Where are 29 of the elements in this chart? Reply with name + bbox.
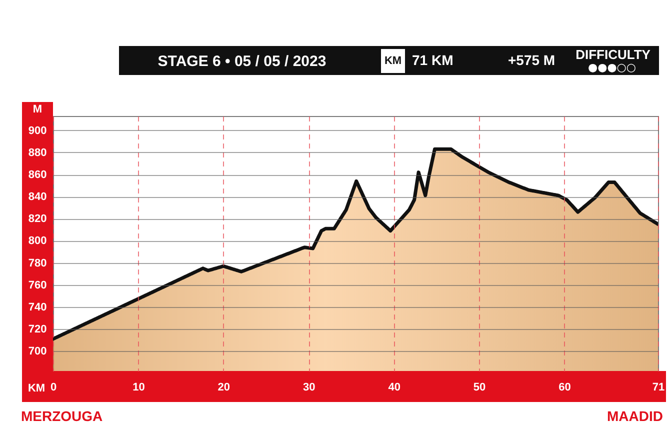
text: MERZOUGA: [21, 408, 103, 424]
x-tick-label: 60: [558, 382, 571, 394]
text: ●●●○○: [588, 61, 636, 74]
chart-title: STAGE 6 • 05 / 05 / 2023: [158, 53, 326, 70]
x-tick-label: 10: [132, 382, 145, 394]
y-tick-label: 900: [28, 124, 47, 137]
y-tick-label: 740: [28, 301, 47, 314]
y-axis-title: M: [32, 104, 42, 116]
y-tick-label: 780: [28, 257, 47, 270]
text: MAADID: [607, 408, 663, 424]
y-tick-label: 820: [28, 213, 47, 226]
x-tick-label: 40: [388, 382, 400, 394]
y-tick-label: 860: [28, 169, 47, 182]
x-tick-label: 0: [50, 382, 57, 394]
y-tick-label: 800: [28, 235, 47, 248]
text: 71 KM: [412, 52, 454, 68]
x-tick-label: 20: [218, 382, 230, 394]
x-tick-label: 50: [473, 382, 486, 394]
y-tick-label: 880: [28, 146, 47, 159]
x-tick-label: 71: [652, 382, 665, 394]
y-tick-label: 720: [28, 324, 47, 336]
y-tick-label: 700: [28, 346, 47, 358]
x-tick-label: 30: [303, 382, 316, 394]
text: +575 M: [508, 52, 556, 68]
text: KM: [384, 55, 402, 67]
text: DIFFICULTY: [576, 47, 651, 62]
y-tick-label: 760: [28, 279, 47, 292]
x-axis-title: KM: [28, 382, 46, 394]
y-tick-label: 840: [28, 191, 47, 204]
